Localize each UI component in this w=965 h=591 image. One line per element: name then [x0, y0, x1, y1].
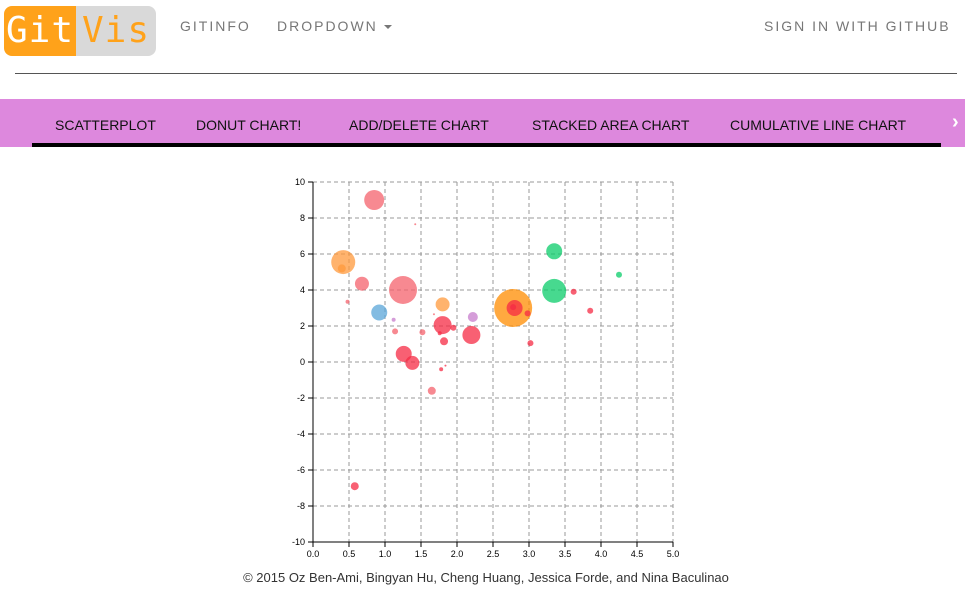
chart-tab-bar — [0, 99, 965, 147]
y-tick-label: -6 — [297, 465, 305, 475]
scatter-point — [389, 276, 417, 304]
scatter-point — [570, 288, 577, 295]
tab-add-delete-chart[interactable]: ADD/DELETE CHART — [349, 117, 489, 133]
gitvis-logo[interactable]: Git Vis — [4, 6, 156, 56]
scatter-point — [444, 364, 447, 367]
scatter-point — [524, 310, 531, 317]
scatter-point — [527, 340, 534, 347]
scatter-point — [414, 223, 417, 226]
x-tick-label: 1.0 — [379, 549, 392, 559]
tab-scatterplot[interactable]: SCATTERPLOT — [55, 117, 156, 133]
scatter-point — [371, 304, 388, 321]
tab-stacked-area-chart[interactable]: STACKED AREA CHART — [532, 117, 690, 133]
scatter-point — [510, 304, 517, 311]
x-tick-label: 4.0 — [595, 549, 608, 559]
header-divider — [15, 73, 957, 74]
nav-dropdown[interactable]: DROPDOWN — [277, 18, 392, 34]
scatter-point — [546, 243, 563, 260]
scatter-point — [331, 250, 356, 275]
scatter-point — [427, 386, 436, 395]
x-tick-label: 3.5 — [559, 549, 572, 559]
y-tick-label: -8 — [297, 501, 305, 511]
nav-dropdown-label: DROPDOWN — [277, 18, 378, 34]
y-tick-label: -4 — [297, 429, 305, 439]
scatter-point — [467, 312, 478, 322]
y-tick-label: 6 — [300, 249, 305, 259]
scatter-point — [450, 324, 457, 331]
caret-down-icon — [383, 25, 392, 30]
y-tick-label: 10 — [295, 177, 305, 187]
x-tick-label: 1.5 — [415, 549, 428, 559]
scatter-point — [616, 271, 622, 278]
tab-cumulative-line-chart[interactable]: CUMULATIVE LINE CHART — [730, 117, 907, 133]
scatterplot-chart: 0.0 0.5 1.0 1.5 2.0 2.5 3.0 3.5 4.0 4.5 5.0 10 8 6 4 2 0… — [292, 177, 680, 559]
scatter-point — [350, 482, 359, 491]
scatter-point — [354, 276, 369, 291]
scatter-point — [432, 313, 435, 316]
scatter-point — [337, 264, 346, 273]
x-tick-label: 2.0 — [451, 549, 464, 559]
tab-bar-underline — [32, 143, 941, 147]
x-tick-label: 4.5 — [631, 549, 644, 559]
scatter-point — [405, 355, 420, 370]
scatter-point — [433, 316, 452, 335]
scatter-point — [345, 299, 350, 304]
scatter-point — [437, 331, 442, 336]
logo-git-text: Git — [4, 6, 76, 56]
top-navbar: Git Vis GITINFO DROPDOWN SIGN IN WITH GI… — [0, 0, 965, 74]
scatter-point — [392, 328, 399, 335]
nav-gitinfo-link[interactable]: GITINFO — [180, 18, 251, 34]
x-tick-label: 0.0 — [307, 549, 320, 559]
x-tick-label: 5.0 — [667, 549, 680, 559]
x-tick-label: 3.0 — [523, 549, 536, 559]
scatter-point — [462, 326, 481, 344]
x-tick-label: 2.5 — [487, 549, 500, 559]
scatter-point — [419, 329, 426, 336]
y-tick-label: -2 — [297, 393, 305, 403]
sign-in-github-link[interactable]: SIGN IN WITH GITHUB — [764, 18, 951, 34]
y-tick-label: 4 — [300, 285, 305, 295]
scatter-point — [440, 337, 449, 346]
copyright-footer: © 2015 Oz Ben-Ami, Bingyan Hu, Cheng Hua… — [243, 570, 729, 585]
scatter-point — [364, 190, 385, 210]
tab-donut-chart[interactable]: DONUT CHART! — [196, 117, 302, 133]
scatter-point — [391, 317, 396, 322]
scatter-point — [542, 278, 567, 303]
y-tick-label: 0 — [300, 357, 305, 367]
scatter-point — [587, 307, 594, 314]
x-tick-label: 0.5 — [343, 549, 356, 559]
scatter-point — [439, 367, 444, 372]
scatter-point — [435, 297, 450, 312]
tab-scroll-right-icon[interactable]: › — [952, 111, 959, 133]
y-tick-label: 8 — [300, 213, 305, 223]
y-tick-label: 2 — [300, 321, 305, 331]
logo-vis-text: Vis — [76, 6, 156, 56]
y-tick-label: -10 — [292, 537, 305, 547]
